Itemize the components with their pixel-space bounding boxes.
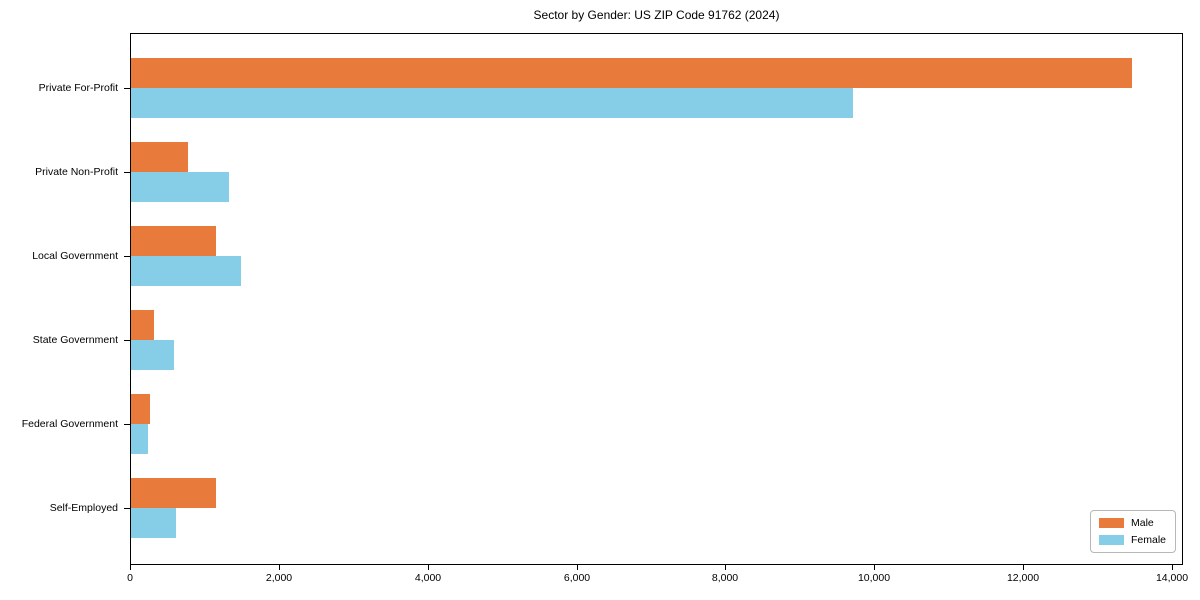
y-tick: [124, 88, 130, 89]
legend-swatch-male: [1098, 518, 1124, 528]
x-tick: [428, 565, 429, 570]
x-tick: [130, 565, 131, 570]
y-tick: [124, 172, 130, 173]
plot-area: Male Female: [130, 33, 1183, 565]
x-tick: [279, 565, 280, 570]
x-tick-label: 12,000: [1006, 572, 1040, 584]
bar-male-5: [131, 478, 216, 508]
bar-male-3: [131, 310, 154, 340]
x-tick-label: 10,000: [857, 572, 891, 584]
bar-female-1: [131, 172, 229, 202]
y-axis-label: Private For-Profit: [38, 82, 118, 94]
x-tick-label: 2,000: [265, 572, 293, 584]
bar-female-0: [131, 88, 853, 118]
legend-swatch-female: [1098, 535, 1124, 545]
x-tick: [1172, 565, 1173, 570]
bar-male-0: [131, 58, 1132, 88]
x-tick: [577, 565, 578, 570]
chart-title: Sector by Gender: US ZIP Code 91762 (202…: [533, 8, 780, 22]
bar-female-4: [131, 424, 148, 454]
y-tick: [124, 340, 130, 341]
x-tick: [725, 565, 726, 570]
x-tick-label: 6,000: [563, 572, 591, 584]
bar-female-5: [131, 508, 176, 538]
y-tick: [124, 424, 130, 425]
x-tick: [874, 565, 875, 570]
x-tick-label: 4,000: [414, 572, 442, 584]
x-tick-label: 0: [127, 572, 133, 584]
y-axis-label: Federal Government: [21, 418, 118, 430]
legend: Male Female: [1089, 510, 1176, 553]
legend-label: Male: [1130, 517, 1154, 529]
bar-male-1: [131, 142, 188, 172]
x-tick-label: 14,000: [1155, 572, 1189, 584]
bar-female-2: [131, 256, 241, 286]
y-axis-label: Local Government: [32, 250, 118, 262]
y-axis-label: State Government: [32, 334, 118, 346]
bar-female-3: [131, 340, 174, 370]
bar-male-4: [131, 394, 150, 424]
y-tick: [124, 508, 130, 509]
y-axis-label: Self-Employed: [49, 502, 118, 514]
x-tick-label: 8,000: [711, 572, 739, 584]
legend-label: Female: [1130, 534, 1166, 546]
legend-item-female: Female: [1098, 534, 1166, 546]
y-tick: [124, 256, 130, 257]
y-axis-label: Private Non-Profit: [35, 166, 118, 178]
bar-male-2: [131, 226, 216, 256]
legend-item-male: Male: [1098, 517, 1166, 529]
x-tick: [1023, 565, 1024, 570]
